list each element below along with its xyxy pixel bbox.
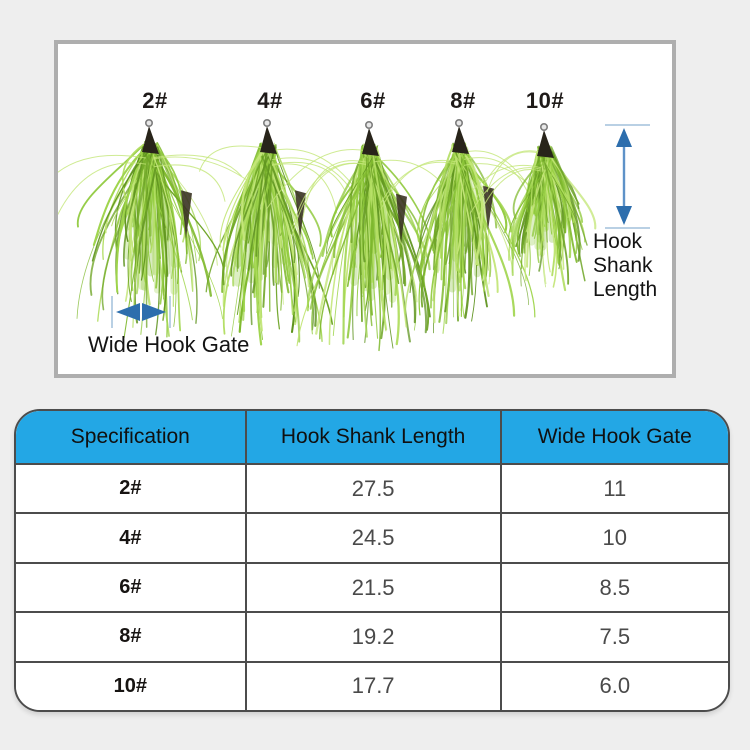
lure-photo-canvas bbox=[58, 119, 650, 352]
hook-shank-length-label: Hook Shank Length bbox=[593, 230, 657, 302]
size-label-6: 6# bbox=[360, 88, 386, 113]
feather-lure bbox=[380, 119, 545, 334]
hook-eye bbox=[263, 119, 272, 128]
table-row: 6# 21.5 8.5 bbox=[16, 561, 728, 612]
size-label-4: 4# bbox=[257, 88, 283, 113]
hook-gate-cell: 7.5 bbox=[599, 623, 631, 649]
hook-eye bbox=[539, 123, 548, 132]
table-row: 8# 19.2 7.5 bbox=[16, 611, 728, 661]
wide-hook-gate-label: Wide Hook Gate bbox=[88, 332, 250, 357]
table-body: 2# 27.5 11 4# 24.5 10 6# 21.5 8.5 8# 19.2 7.5 10# 17.… bbox=[16, 463, 728, 710]
gate-width-arrow bbox=[111, 296, 171, 328]
hook-point bbox=[295, 190, 306, 239]
hook-gate-cell: 11 bbox=[603, 475, 627, 501]
shank-label-line2: Shank bbox=[593, 254, 653, 277]
table-row: 4# 24.5 10 bbox=[16, 512, 728, 562]
hook-eye bbox=[145, 119, 154, 128]
hook-head bbox=[452, 126, 469, 154]
shank-length-arrow bbox=[605, 124, 650, 229]
table-row: 10# 17.7 6.0 bbox=[16, 660, 728, 710]
size-label-10: 10# bbox=[525, 88, 565, 113]
shank-label-line3: Length bbox=[593, 278, 658, 301]
specification-table: Specification Hook Shank Length Wide Hoo… bbox=[14, 409, 730, 712]
shank-length-cell: 19.2 bbox=[247, 613, 502, 661]
hook-head bbox=[260, 126, 277, 154]
feather-lure bbox=[58, 119, 268, 339]
col-header-hook-shank-length: Hook Shank Length bbox=[247, 411, 502, 463]
feather-lure bbox=[266, 121, 456, 352]
spec-cell: 6# bbox=[16, 563, 247, 612]
hook-head bbox=[142, 126, 159, 154]
feather-lure bbox=[469, 123, 597, 292]
table-header-row: Specification Hook Shank Length Wide Hoo… bbox=[16, 411, 728, 463]
hook-head bbox=[537, 130, 554, 158]
feather-lure bbox=[198, 119, 366, 346]
col-header-wide-hook-gate: Wide Hook Gate bbox=[537, 425, 692, 448]
hook-point bbox=[396, 193, 407, 243]
hook-gate-cell: 6.0 bbox=[599, 673, 631, 699]
table-row: 2# 27.5 11 bbox=[16, 463, 728, 513]
product-photo-panel: 2# 4# 6# 8# 10# Hook Shank Length Wide H… bbox=[54, 40, 676, 378]
size-label-8: 8# bbox=[450, 88, 476, 113]
shank-length-cell: 17.7 bbox=[247, 662, 502, 710]
shank-length-cell: 27.5 bbox=[247, 465, 502, 513]
hook-gate-cell: 8.5 bbox=[599, 574, 631, 600]
shank-length-cell: 21.5 bbox=[247, 563, 502, 612]
spec-cell: 8# bbox=[16, 613, 247, 661]
hook-eye bbox=[454, 119, 463, 128]
hook-gate-cell: 10 bbox=[602, 525, 628, 551]
spec-cell: 10# bbox=[16, 662, 247, 710]
spec-cell: 4# bbox=[16, 514, 247, 562]
shank-label-line1: Hook bbox=[593, 230, 643, 253]
shank-length-cell: 24.5 bbox=[247, 514, 502, 562]
size-label-2: 2# bbox=[142, 88, 168, 113]
spec-cell: 2# bbox=[16, 465, 247, 513]
col-header-specification: Specification bbox=[16, 411, 247, 463]
hook-head bbox=[362, 128, 379, 156]
hook-point bbox=[483, 185, 494, 231]
hook-point bbox=[181, 190, 192, 239]
hook-eye bbox=[364, 121, 373, 130]
